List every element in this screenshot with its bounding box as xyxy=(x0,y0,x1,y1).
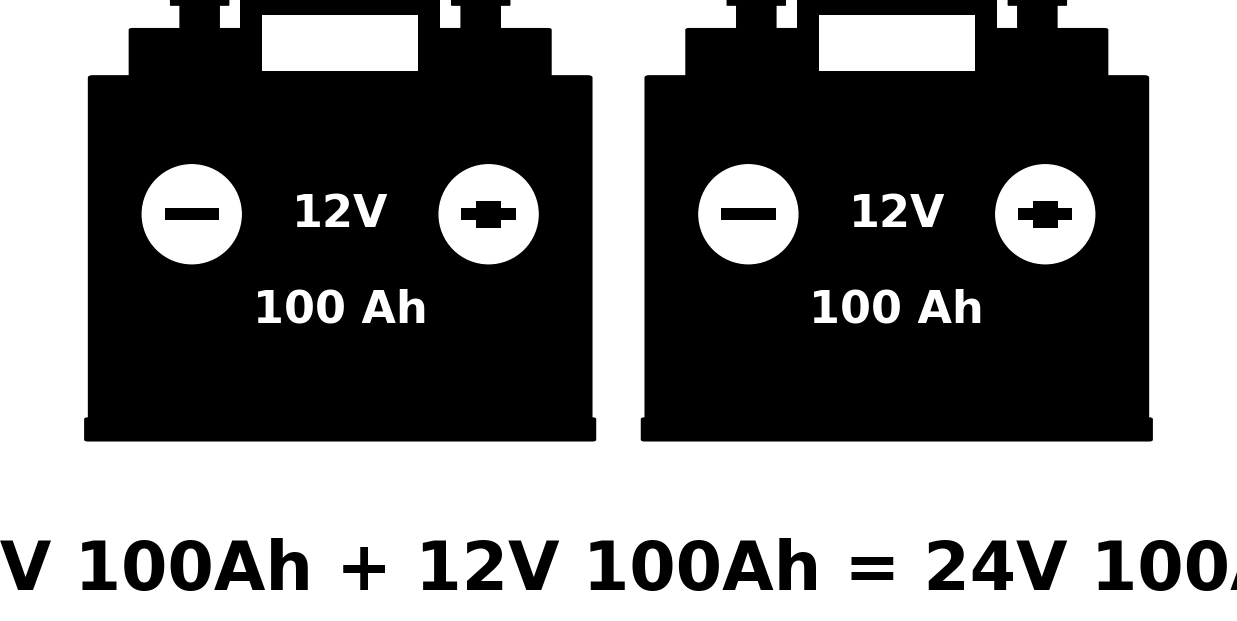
Text: 100 Ah: 100 Ah xyxy=(252,288,428,332)
Text: 12V: 12V xyxy=(849,193,945,236)
FancyBboxPatch shape xyxy=(169,0,229,6)
Ellipse shape xyxy=(439,165,538,264)
Bar xyxy=(1033,201,1058,228)
Text: 12V 100Ah + 12V 100Ah = 24V 100Ah: 12V 100Ah + 12V 100Ah = 24V 100Ah xyxy=(0,538,1237,604)
Bar xyxy=(975,0,997,75)
FancyBboxPatch shape xyxy=(452,0,511,6)
FancyBboxPatch shape xyxy=(84,417,596,442)
Bar xyxy=(797,0,997,16)
FancyBboxPatch shape xyxy=(129,28,552,79)
Bar xyxy=(819,19,975,71)
Bar xyxy=(797,0,819,75)
FancyBboxPatch shape xyxy=(460,4,501,65)
Bar xyxy=(240,0,440,16)
Text: 12V: 12V xyxy=(292,193,388,236)
FancyBboxPatch shape xyxy=(179,4,220,65)
Bar xyxy=(721,208,776,220)
Bar xyxy=(240,0,262,75)
FancyBboxPatch shape xyxy=(644,75,1149,422)
FancyBboxPatch shape xyxy=(1008,0,1068,6)
FancyBboxPatch shape xyxy=(641,417,1153,442)
Ellipse shape xyxy=(699,165,798,264)
FancyBboxPatch shape xyxy=(736,4,777,65)
Bar xyxy=(418,0,440,75)
FancyBboxPatch shape xyxy=(685,28,1108,79)
Ellipse shape xyxy=(142,165,241,264)
FancyBboxPatch shape xyxy=(88,75,593,422)
Bar xyxy=(461,208,516,220)
Ellipse shape xyxy=(996,165,1095,264)
Bar xyxy=(262,19,418,71)
Bar xyxy=(165,208,219,220)
FancyBboxPatch shape xyxy=(1017,4,1058,65)
FancyBboxPatch shape xyxy=(726,0,785,6)
Text: 100 Ah: 100 Ah xyxy=(809,288,985,332)
Bar xyxy=(1018,208,1072,220)
Bar xyxy=(476,201,501,228)
